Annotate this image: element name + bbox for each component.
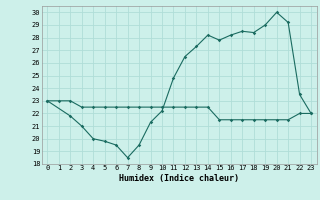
X-axis label: Humidex (Indice chaleur): Humidex (Indice chaleur): [119, 174, 239, 183]
